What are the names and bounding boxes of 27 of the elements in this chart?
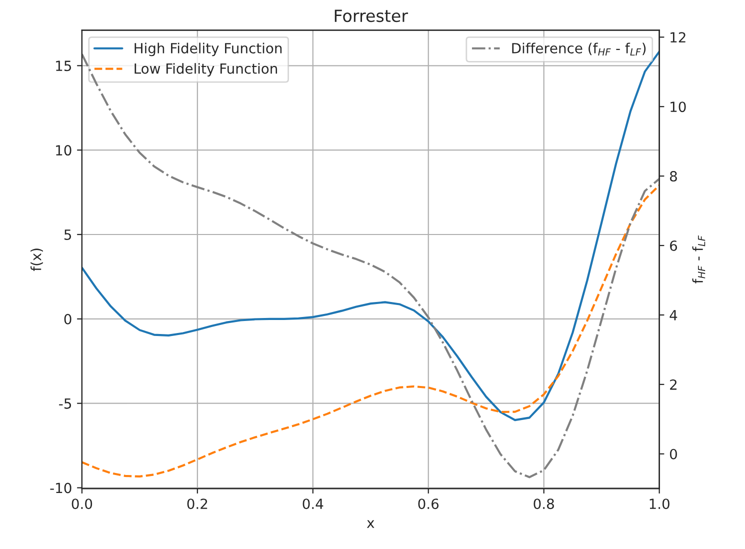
y2-tick-label: 4 — [670, 310, 678, 320]
legend-label: Low Fidelity Function — [134, 63, 277, 77]
y2-tick-label: 6 — [670, 240, 678, 251]
y2-tick-label: 10 — [670, 102, 686, 112]
y-tick-label: -5 — [59, 398, 72, 409]
x-tick-label: 0.4 — [302, 498, 324, 510]
chart-title: Forrester — [334, 10, 408, 22]
y2-tick-label: 8 — [670, 171, 677, 182]
y-tick-label: 0 — [64, 314, 72, 324]
y-axis-title: f(x) — [30, 248, 43, 272]
legend-label: Difference (f$_{HF}$ - f$_{LF}$) — [512, 42, 646, 56]
x-tick-label: 0.2 — [187, 498, 208, 510]
y-tick-label: 15 — [56, 60, 72, 72]
x-tick-label: 0.8 — [534, 498, 554, 510]
x-tick-label: 0.6 — [418, 498, 439, 510]
x-tick-label: 1.0 — [650, 498, 670, 510]
y-tick-label: 5 — [64, 230, 72, 240]
y-tick-label: 10 — [56, 145, 72, 156]
y2-axis-title: f$_{HF}$ - f$_{LF}$ — [692, 235, 706, 284]
legend-label: High Fidelity Function — [134, 42, 282, 56]
x-tick-label: 0.0 — [72, 498, 92, 510]
y2-tick-label: 0 — [670, 448, 677, 460]
x-axis-title: x — [366, 520, 374, 528]
y-tick-label: -10 — [50, 482, 72, 494]
y2-tick-label: 12 — [670, 32, 686, 42]
y2-tick-label: 2 — [670, 379, 676, 390]
line-series — [82, 184, 660, 478]
